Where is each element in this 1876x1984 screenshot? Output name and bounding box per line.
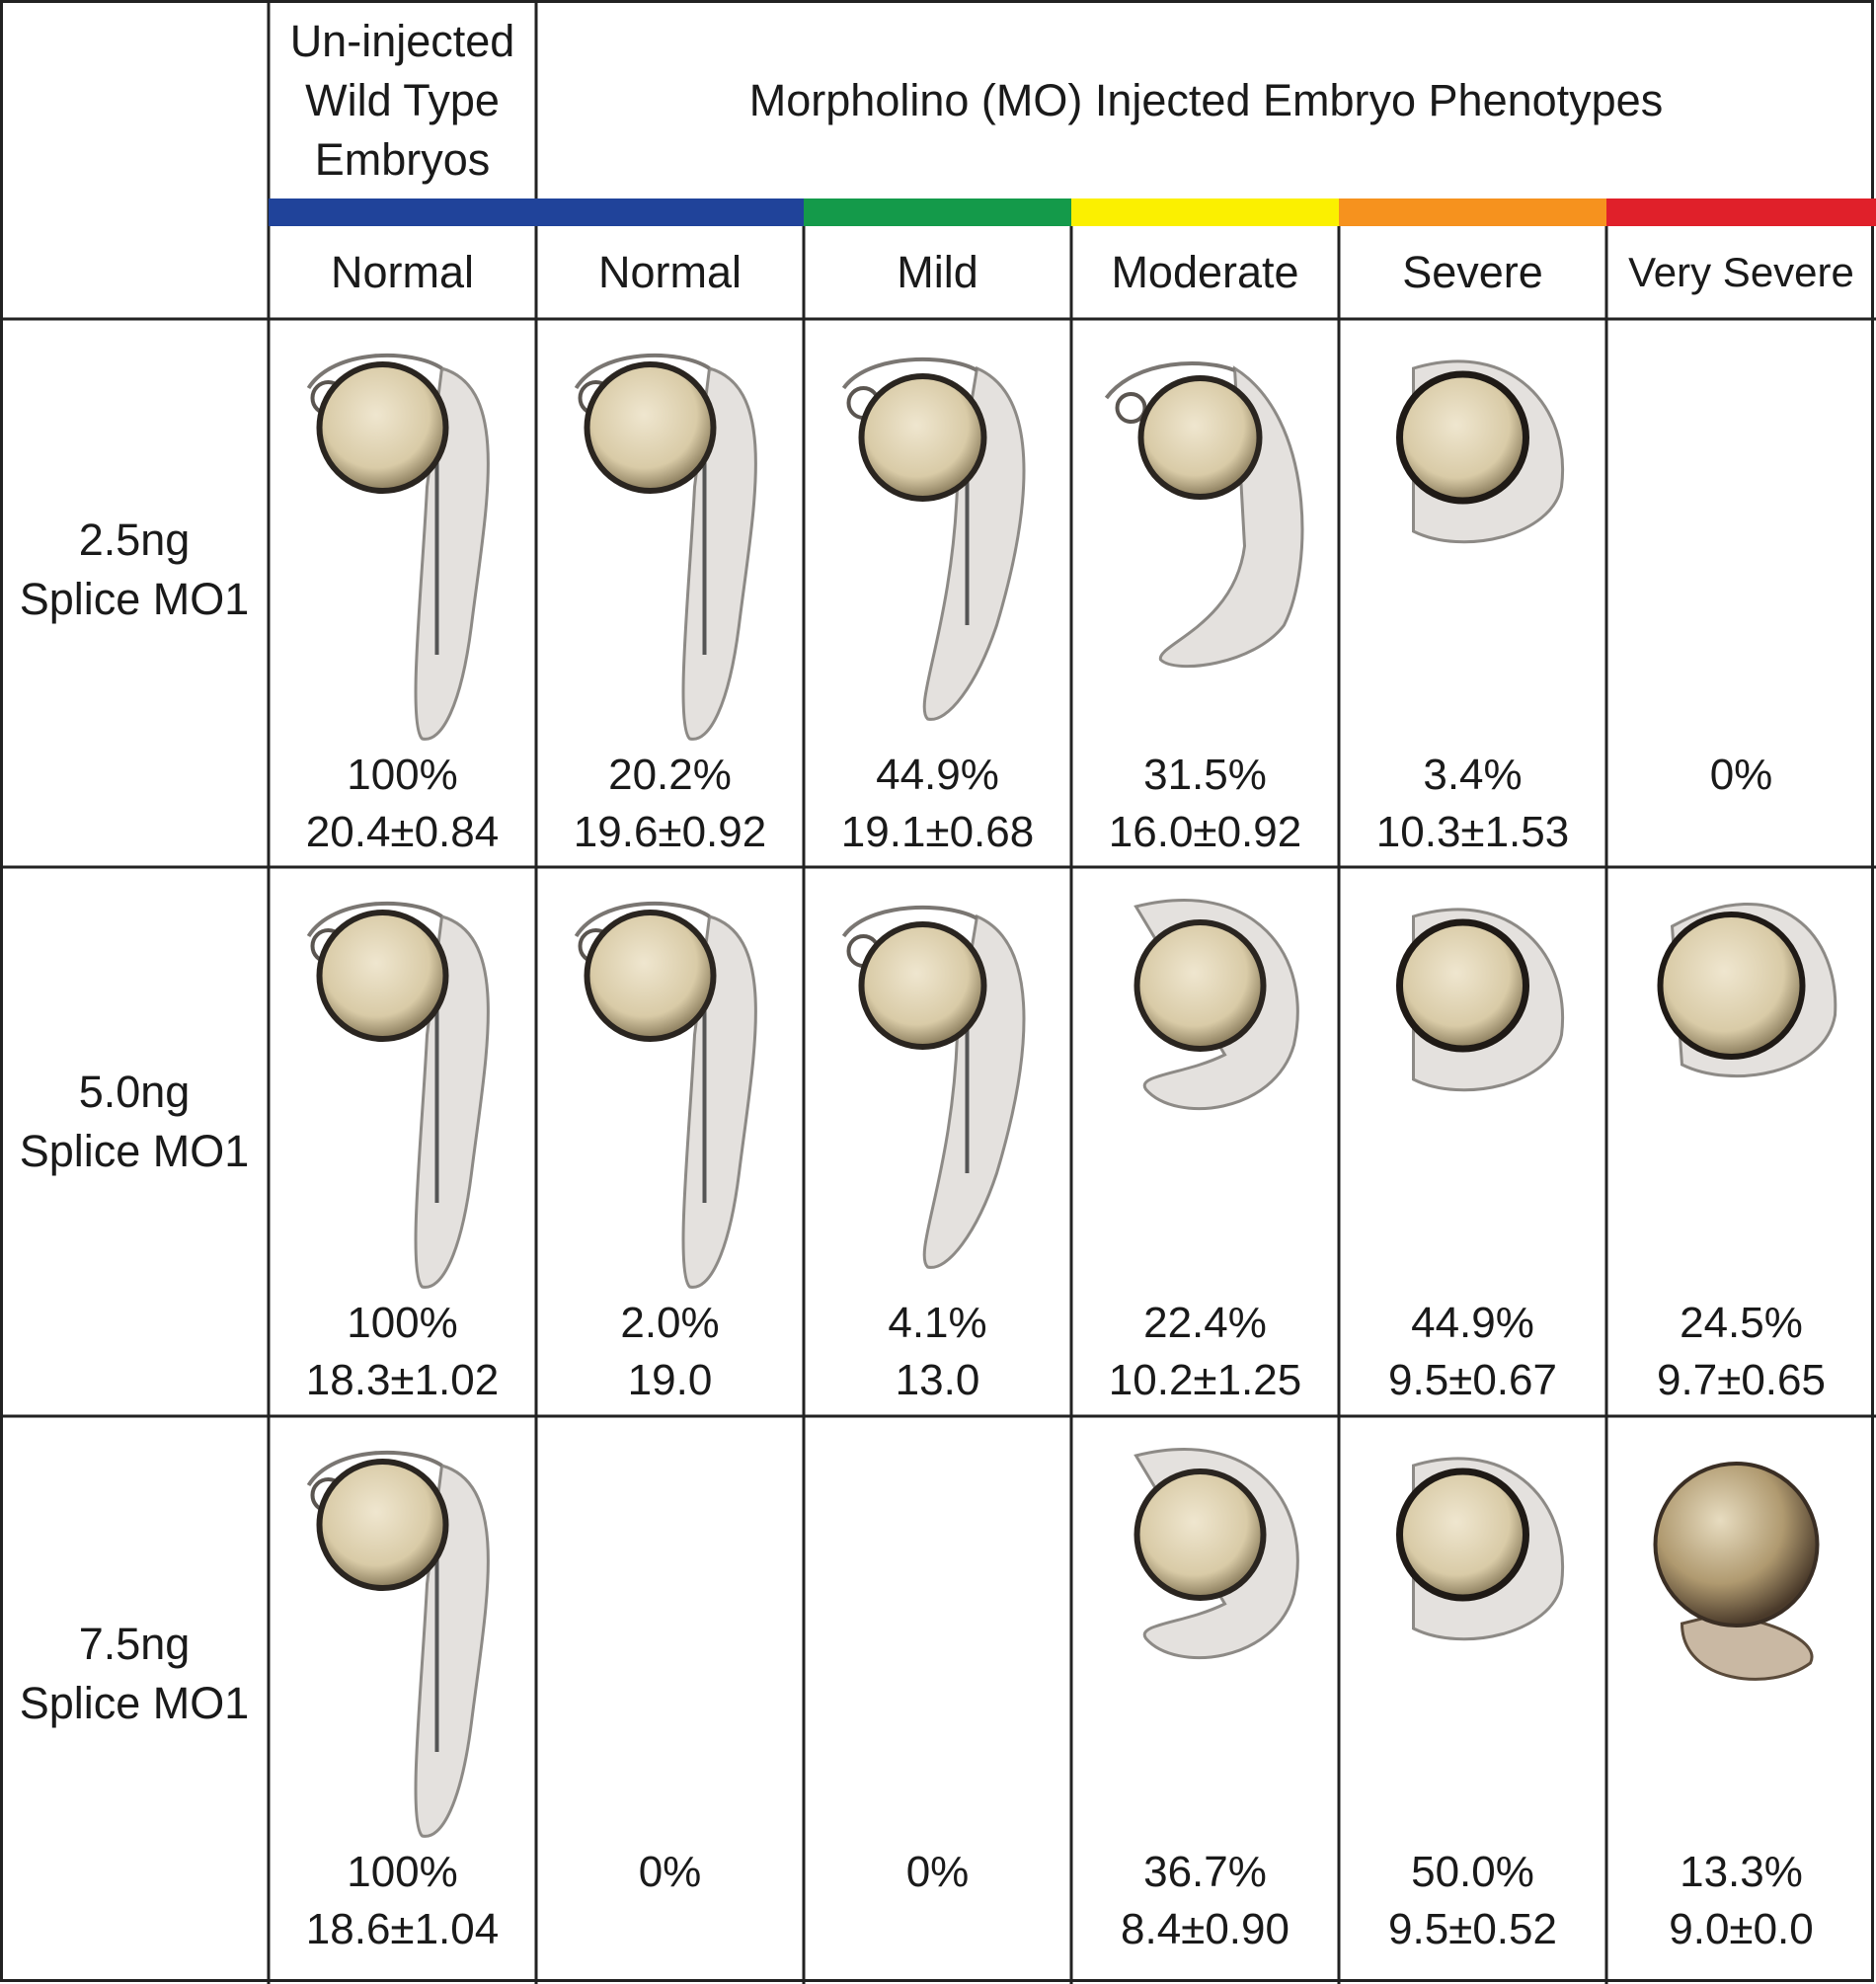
color-bar-2 — [804, 198, 1071, 226]
cell-percent: 44.9% — [876, 751, 999, 799]
cell-measure: 8.4±0.90 — [1121, 1905, 1290, 1953]
cell-measure: 20.4±0.84 — [305, 808, 500, 856]
cell-percent: 100% — [347, 751, 458, 799]
row-label-dose: 2.5ng — [78, 515, 191, 565]
embryo-image — [1071, 1426, 1339, 1851]
cell-values: 50.0% 9.5±0.52 — [1339, 1844, 1606, 1958]
cell-measure: 9.5±0.67 — [1388, 1356, 1557, 1404]
cell-percent: 44.9% — [1411, 1299, 1534, 1347]
column-header-normal: Normal — [597, 247, 743, 297]
row-label-7-5ng: 7.5ng Splice MO1 — [0, 1615, 269, 1733]
cell-percent: 100% — [347, 1299, 458, 1347]
row-label-dose: 5.0ng — [78, 1067, 191, 1117]
cell-measure: 10.2±1.25 — [1108, 1356, 1302, 1404]
cell-percent: 36.7% — [1143, 1848, 1267, 1896]
cell-percent: 13.3% — [1680, 1848, 1803, 1896]
cell-values: 44.9% 9.5±0.67 — [1339, 1295, 1606, 1409]
cell-values: 100% 18.3±1.02 — [269, 1295, 536, 1409]
cell-percent: 0% — [905, 1848, 970, 1896]
embryo-image — [1606, 877, 1876, 1302]
row-label-5-0ng: 5.0ng Splice MO1 — [0, 1063, 269, 1181]
color-bar-0 — [269, 198, 536, 226]
color-bar-4 — [1339, 198, 1606, 226]
embryo-image — [1071, 329, 1339, 754]
embryo-image — [1339, 1426, 1606, 1851]
cell-measure: 9.0±0.0 — [1669, 1905, 1814, 1953]
cell-values: 24.5% 9.7±0.65 — [1606, 1295, 1876, 1409]
row-label-dose: 7.5ng — [78, 1619, 191, 1669]
embryo-image — [804, 877, 1071, 1302]
column-header-very-severe: Very Severe — [1628, 249, 1854, 295]
embryo-image — [1339, 877, 1606, 1302]
cell-percent: 3.4% — [1423, 751, 1523, 799]
wt-title-line-2: Wild Type — [305, 75, 500, 125]
embryo-image — [536, 329, 804, 754]
wt-title-line-3: Embryos — [314, 134, 491, 185]
embryo-image — [269, 329, 536, 754]
cell-measure: 9.7±0.65 — [1657, 1356, 1826, 1404]
color-bar-1 — [536, 198, 804, 226]
cell-values: 0% — [1606, 747, 1876, 804]
embryo-image — [269, 1426, 536, 1851]
column-header-severe: Severe — [1402, 247, 1543, 297]
cell-measure: 19.1±0.68 — [840, 808, 1035, 856]
mo-title: Morpholino (MO) Injected Embryo Phenotyp… — [748, 75, 1664, 125]
cell-values: 20.2% 19.6±0.92 — [536, 747, 804, 861]
cell-values: 4.1% 13.0 — [804, 1295, 1071, 1409]
column-header-wt-normal: Normal — [330, 247, 475, 297]
cell-values: 3.4% 10.3±1.53 — [1339, 747, 1606, 861]
embryo-image — [536, 877, 804, 1302]
cell-values: 13.3% 9.0±0.0 — [1606, 1844, 1876, 1958]
cell-values: 2.0% 19.0 — [536, 1295, 804, 1409]
color-bar-3 — [1071, 198, 1339, 226]
row-label-mo: Splice MO1 — [19, 1678, 250, 1728]
cell-measure: 18.3±1.02 — [305, 1356, 500, 1404]
wt-title: Un-injected Wild Type Embryos — [269, 12, 536, 190]
cell-measure: 9.5±0.52 — [1388, 1905, 1557, 1953]
cell-percent: 100% — [347, 1848, 458, 1896]
row-label-mo: Splice MO1 — [19, 1126, 250, 1176]
column-header-mild: Mild — [897, 247, 978, 297]
cell-values: 22.4% 10.2±1.25 — [1071, 1295, 1339, 1409]
cell-measure: 16.0±0.92 — [1108, 808, 1302, 856]
embryo-image — [269, 877, 536, 1302]
cell-values: 0% — [804, 1844, 1071, 1901]
cell-values: 100% 20.4±0.84 — [269, 747, 536, 861]
cell-percent: 22.4% — [1143, 1299, 1267, 1347]
cell-measure: 19.0 — [627, 1356, 713, 1404]
cell-measure: 10.3±1.53 — [1375, 808, 1570, 856]
cell-measure: 18.6±1.04 — [305, 1905, 500, 1953]
cell-percent: 0% — [638, 1848, 702, 1896]
cell-percent: 31.5% — [1143, 751, 1267, 799]
row-label-2-5ng: 2.5ng Splice MO1 — [0, 511, 269, 629]
cell-percent: 20.2% — [608, 751, 732, 799]
cell-percent: 24.5% — [1680, 1299, 1803, 1347]
embryo-image — [1071, 877, 1339, 1302]
row-label-mo: Splice MO1 — [19, 574, 250, 624]
cell-percent: 2.0% — [620, 1299, 720, 1347]
embryo-image — [1339, 329, 1606, 754]
wt-title-line-1: Un-injected — [289, 16, 515, 66]
column-header-moderate: Moderate — [1111, 247, 1299, 297]
cell-measure: 19.6±0.92 — [573, 808, 767, 856]
cell-values: 44.9% 19.1±0.68 — [804, 747, 1071, 861]
cell-percent: 4.1% — [888, 1299, 987, 1347]
cell-percent: 50.0% — [1411, 1848, 1534, 1896]
embryo-image — [1606, 1426, 1876, 1851]
cell-values: 31.5% 16.0±0.92 — [1071, 747, 1339, 861]
cell-values: 0% — [536, 1844, 804, 1901]
cell-values: 36.7% 8.4±0.90 — [1071, 1844, 1339, 1958]
color-bar-5 — [1606, 198, 1876, 226]
cell-percent: 0% — [1709, 751, 1773, 799]
embryo-image — [804, 329, 1071, 754]
cell-values: 100% 18.6±1.04 — [269, 1844, 536, 1958]
cell-measure: 13.0 — [895, 1356, 980, 1404]
